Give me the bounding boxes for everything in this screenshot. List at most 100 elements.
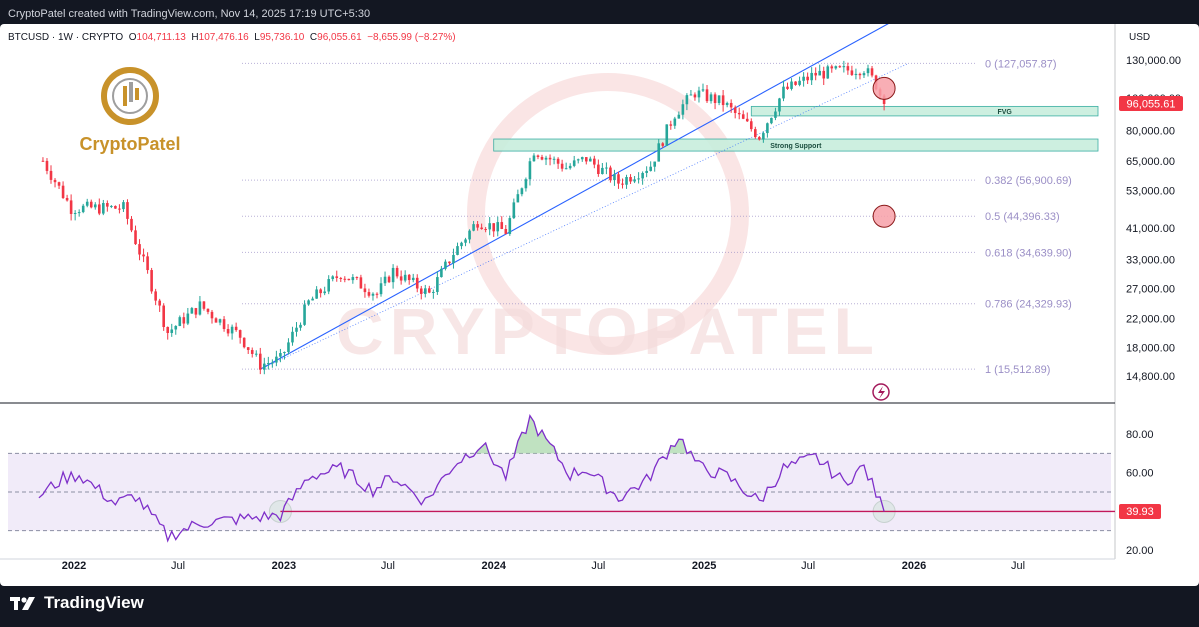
candle-body [496, 222, 500, 232]
candle-body [472, 224, 475, 231]
candle-body [609, 167, 612, 181]
rsi-band [8, 453, 1111, 531]
trendline[interactable] [260, 63, 909, 370]
candle-body [749, 121, 753, 130]
candle-body [170, 329, 174, 333]
candle-body [339, 278, 343, 280]
candle-body [73, 213, 77, 215]
candle-body [858, 73, 862, 76]
candle-body [154, 291, 157, 301]
fib-label: 0.618 (34,639.90) [985, 247, 1072, 259]
created-caption: CryptoPatel created with TradingView.com… [8, 8, 371, 20]
rsi-tick-label: 80.00 [1126, 429, 1154, 441]
candle-body [122, 202, 125, 210]
candle-body [158, 300, 161, 306]
change-value: −8,655.99 (−8.27%) [367, 32, 456, 43]
candle-body [488, 223, 491, 230]
candle-body [758, 137, 761, 140]
candle-body [283, 352, 286, 354]
fib-label: 0 (127,057.87) [985, 58, 1057, 70]
candle-body [572, 160, 576, 166]
price-tick-label: 22,000.00 [1126, 313, 1175, 325]
candle-body [818, 70, 822, 76]
chart-svg[interactable]: CRYPTOPATEL 0 (127,057.87) 0.382 (56,900.… [0, 24, 1199, 586]
candle-body [114, 205, 117, 209]
candle-body [870, 68, 874, 76]
high-label: H [191, 32, 199, 43]
zone-box[interactable] [493, 138, 1099, 152]
tradingview-brand: TradingView [44, 593, 144, 612]
candle-body [166, 327, 170, 333]
price-tick-label: 130,000.00 [1126, 55, 1181, 67]
candle-body [492, 223, 496, 232]
rsi-value-badge[interactable] [1119, 503, 1161, 519]
rsi-line[interactable] [38, 414, 885, 543]
candle-body [387, 276, 391, 283]
candle-body [846, 66, 850, 71]
candle-body [436, 277, 439, 292]
candle-body [842, 66, 846, 68]
last-price-badge[interactable] [1119, 96, 1183, 112]
candle-body [794, 81, 797, 85]
candle-body [242, 337, 246, 348]
candle-body [367, 292, 371, 296]
candle-body [234, 326, 238, 331]
zone-box[interactable] [750, 105, 1099, 117]
currency-label[interactable]: USD [1129, 32, 1151, 43]
candle-body [520, 188, 524, 195]
candle-body [363, 288, 367, 293]
candle-body [560, 163, 564, 169]
candle-body [685, 95, 689, 105]
candle-body [580, 157, 584, 160]
candle-body [97, 204, 101, 214]
candle-body [41, 160, 45, 162]
candle-body [118, 208, 121, 210]
flash-icon[interactable] [872, 383, 890, 401]
time-axis[interactable]: 2022 Jul 2023 Jul 2024 Jul 2025 Jul 2026 Jul [0, 558, 1115, 572]
price-axis[interactable]: 130,000.00100,000.0080,000.0065,000.0053… [1119, 55, 1183, 383]
tradingview-logo-icon [10, 597, 35, 610]
candle-body [633, 179, 636, 182]
candle-body [271, 362, 274, 364]
candle-body [174, 325, 178, 330]
candle-body [540, 156, 544, 160]
candle-body [693, 94, 697, 98]
candle-body [355, 277, 359, 279]
candle-body [850, 70, 854, 75]
candle-body [564, 168, 568, 170]
candle-body [741, 114, 745, 119]
candle-body [584, 157, 588, 162]
candle-body [480, 227, 483, 230]
candle-body [206, 308, 210, 312]
candle-body [399, 276, 403, 281]
price-tick-label: 33,000.00 [1126, 254, 1175, 266]
symbol-label[interactable]: BTCUSD · 1W · CRYPTO [8, 32, 124, 43]
tradingview-footer[interactable]: TradingView [10, 592, 144, 614]
candle-body [162, 305, 165, 328]
zones[interactable]: FVG Strong Support [493, 105, 1099, 152]
rsi-pane[interactable]: 80.00 60.00 20.00 39.93 [0, 24, 1161, 559]
ohlc-legend[interactable]: BTCUSD · 1W · CRYPTO O104,711.13 H107,47… [8, 32, 456, 43]
candle-body [110, 205, 113, 207]
candle-body [528, 161, 532, 180]
candle-body [210, 311, 214, 319]
candle-body [440, 268, 443, 278]
candle-body [351, 277, 355, 281]
candle-body [605, 167, 608, 169]
fib-retracement[interactable]: 0 (127,057.87) 0.382 (56,900.69) 0.5 (44,3… [242, 58, 1072, 376]
candle-body [762, 133, 765, 140]
candle-body [508, 218, 512, 234]
candle-body [556, 158, 560, 164]
candle-body [770, 117, 773, 124]
candle-body [238, 330, 242, 338]
logo-text: CryptoPatel [79, 134, 181, 154]
candle-body [617, 174, 620, 184]
trendline[interactable] [260, 24, 908, 370]
high-value: 107,476.16 [198, 32, 249, 43]
candle-body [637, 178, 640, 180]
candle-body [689, 94, 693, 96]
candle-body [448, 261, 451, 264]
chart-panel: CRYPTOPATEL 0 (127,057.87) 0.382 (56,900.… [0, 24, 1199, 586]
candle-body [568, 165, 572, 169]
trendlines[interactable] [260, 24, 909, 370]
